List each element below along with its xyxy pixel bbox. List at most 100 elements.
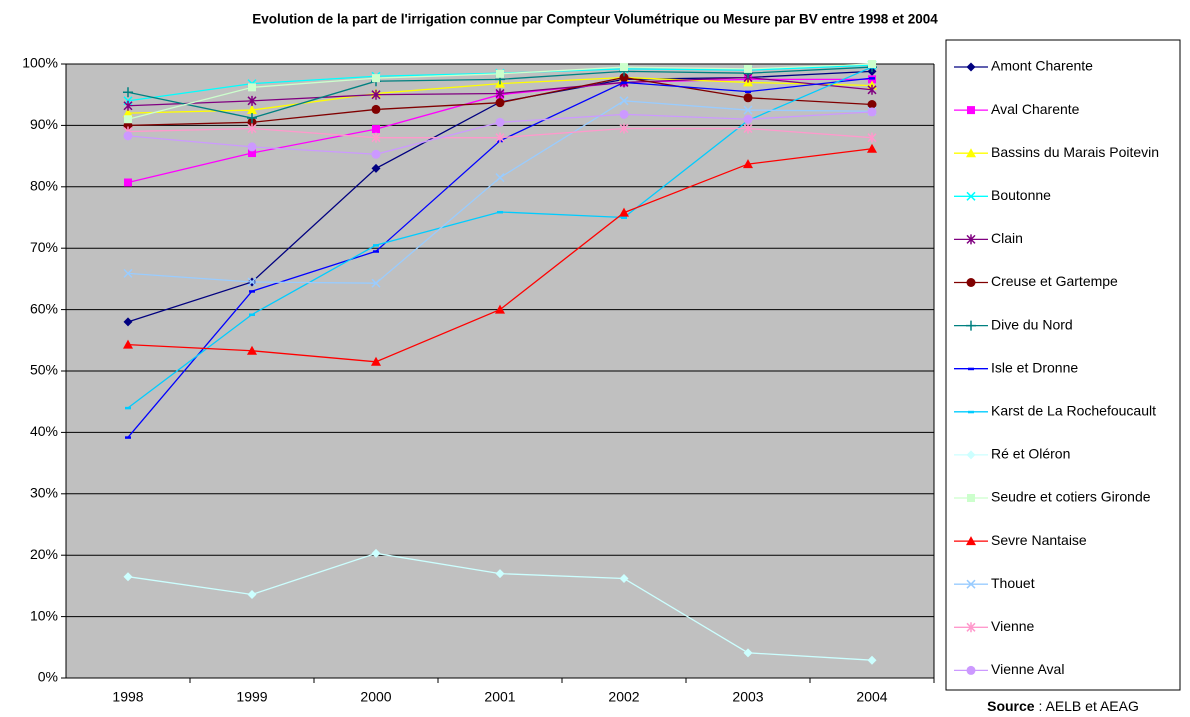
y-tick-label: 0%	[38, 669, 58, 685]
data-point	[371, 163, 381, 173]
y-tick-label: 70%	[30, 239, 58, 255]
data-point	[745, 90, 751, 94]
legend-marker	[966, 450, 976, 460]
legend-label: Dive du Nord	[991, 316, 1073, 332]
x-tick-label: 2000	[360, 689, 391, 705]
y-tick-label: 60%	[30, 300, 58, 316]
legend-marker	[966, 148, 976, 158]
data-point	[123, 131, 133, 141]
data-point	[247, 345, 257, 355]
data-point	[496, 69, 504, 78]
legend-label: Bassins du Marais Poitevin	[991, 144, 1159, 160]
legend	[945, 39, 1181, 691]
legend-label: Aval Charente	[991, 101, 1080, 117]
data-point	[123, 108, 133, 118]
data-point	[495, 132, 505, 143]
data-point	[867, 143, 877, 153]
data-point	[248, 149, 256, 158]
x-tick-label: 2002	[608, 689, 639, 705]
data-point	[123, 87, 133, 98]
legend-label: Sevre Nantaise	[991, 532, 1087, 548]
data-point	[373, 250, 379, 253]
legend-marker	[966, 320, 976, 331]
data-point	[867, 107, 877, 117]
legend-label: Amont Charente	[991, 58, 1093, 74]
data-point	[371, 278, 381, 288]
data-point	[371, 356, 381, 366]
data-point	[371, 132, 381, 143]
data-point	[371, 548, 381, 558]
data-point	[867, 84, 877, 95]
legend-marker	[966, 536, 976, 546]
y-tick-label: 80%	[30, 178, 58, 194]
y-tick-label: 100%	[22, 55, 58, 71]
legend-marker	[967, 106, 975, 115]
source-text: : AELB et AEAG	[1035, 698, 1139, 714]
data-point	[371, 149, 381, 159]
legend-label: Boutonne	[991, 187, 1051, 203]
legend-marker	[966, 622, 976, 633]
data-point	[124, 115, 132, 124]
chart-title: Evolution de la part de l'irrigation con…	[252, 12, 938, 27]
data-point	[495, 304, 505, 314]
data-point	[247, 113, 257, 124]
data-point	[743, 159, 753, 169]
data-point	[123, 572, 133, 582]
y-tick-label: 40%	[30, 423, 58, 439]
data-point	[495, 117, 505, 127]
data-point	[373, 244, 379, 247]
legend-label: Clain	[991, 230, 1023, 246]
data-point	[743, 93, 753, 103]
data-point	[743, 105, 753, 115]
data-point	[869, 77, 875, 80]
data-point	[125, 436, 131, 439]
data-point	[619, 73, 629, 83]
y-tick-label: 10%	[30, 607, 58, 623]
legend-label: Seudre et cotiers Gironde	[991, 489, 1151, 505]
data-point	[125, 406, 131, 410]
data-point	[495, 88, 505, 99]
x-tick-label: 2003	[732, 689, 763, 705]
data-point	[621, 216, 627, 219]
data-point	[247, 589, 257, 599]
data-point	[867, 132, 877, 143]
legend-marker	[968, 410, 974, 414]
legend-label: Vienne Aval	[991, 661, 1064, 677]
legend-label: Vienne	[991, 618, 1035, 634]
legend-marker	[966, 278, 976, 287]
data-point	[495, 98, 505, 108]
data-point	[249, 290, 255, 293]
source: Source : AELB et AEAG	[987, 698, 1139, 714]
legend-label: Isle et Dronne	[991, 359, 1078, 375]
y-tick-label: 90%	[30, 116, 58, 132]
data-point	[247, 95, 257, 106]
data-point	[619, 123, 629, 134]
data-point	[744, 64, 752, 73]
data-point	[743, 648, 753, 658]
legend-label: Karst de La Rochefoucault	[991, 403, 1156, 419]
data-point	[123, 339, 133, 349]
data-point	[620, 63, 628, 72]
source-label: Source	[987, 698, 1035, 714]
data-point	[247, 105, 257, 115]
y-tick-label: 50%	[30, 362, 58, 378]
data-point	[247, 277, 257, 287]
legend-marker	[966, 665, 976, 675]
legend-label: Thouet	[991, 575, 1035, 591]
data-point	[867, 655, 877, 665]
data-point	[371, 89, 381, 100]
data-point	[124, 178, 132, 187]
data-point	[619, 96, 629, 106]
data-point	[123, 100, 133, 111]
data-point	[247, 142, 257, 152]
data-point	[249, 313, 255, 317]
data-point	[743, 114, 753, 124]
x-tick-label: 1999	[236, 689, 267, 705]
data-point	[497, 210, 503, 214]
data-point	[495, 173, 505, 183]
x-tick-label: 2004	[856, 689, 887, 705]
data-point	[867, 100, 877, 110]
x-tick-label: 1998	[112, 689, 143, 705]
data-point	[371, 104, 381, 114]
